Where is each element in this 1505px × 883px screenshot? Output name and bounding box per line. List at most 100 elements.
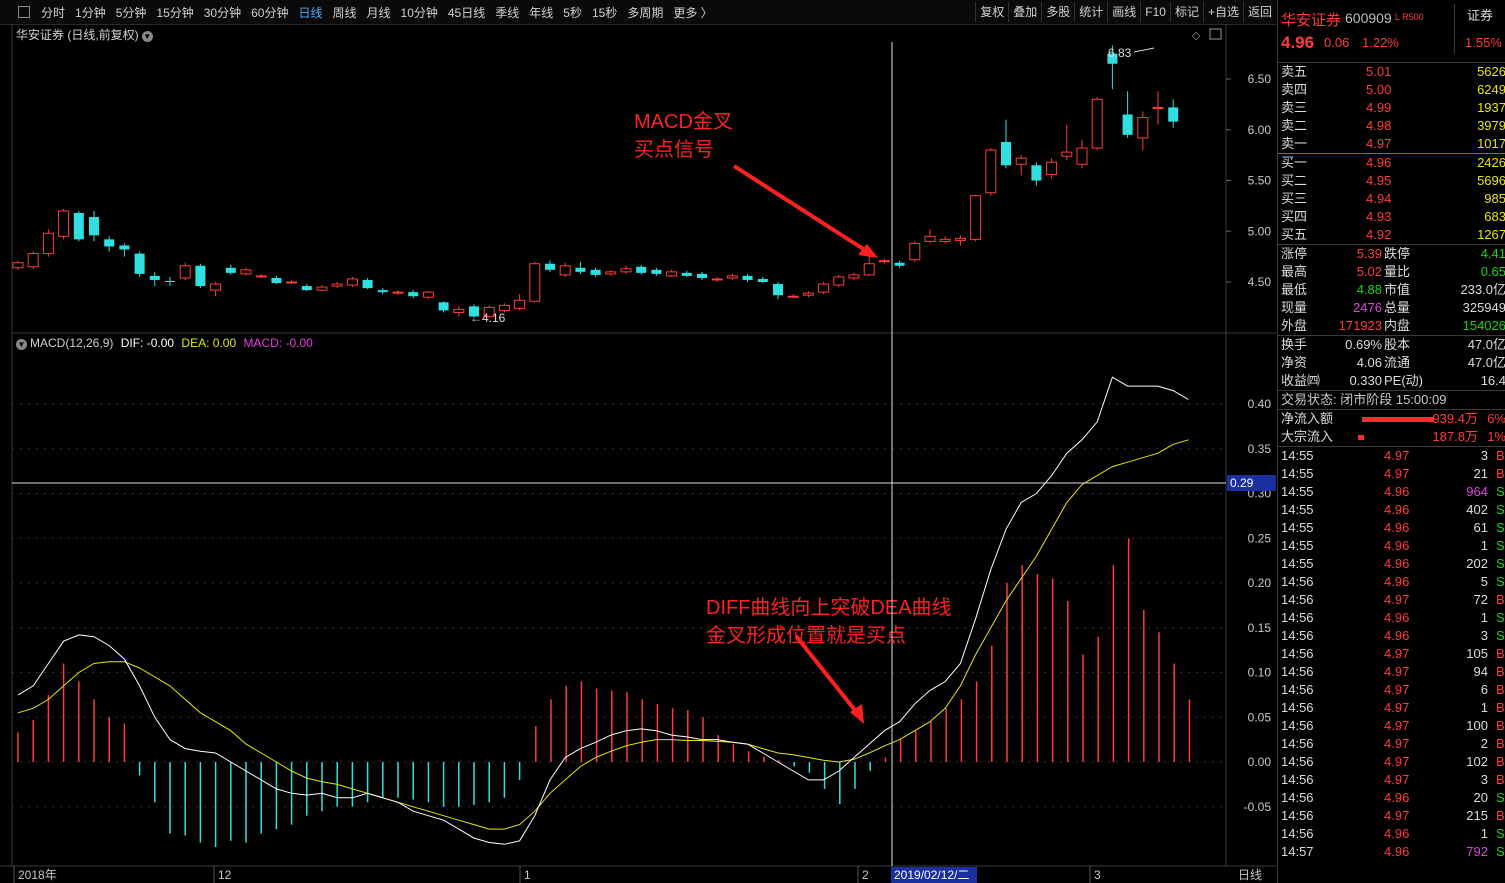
price-row: 4.96 0.06 1.22% 1.55%	[1278, 30, 1505, 56]
candle-body	[377, 290, 388, 293]
toolbar-action[interactable]: 标记	[1169, 2, 1203, 22]
candle-body	[726, 275, 738, 279]
tick-time: 14:55	[1281, 538, 1314, 553]
stat-label: PE(动)	[1384, 373, 1424, 388]
period-tab[interactable]: 1分钟	[75, 5, 106, 20]
price-axis-label: 6.00	[1248, 123, 1272, 137]
asks-row[interactable]: 卖二 4.98 3979	[1278, 117, 1505, 135]
date-axis-label: 1	[524, 868, 531, 882]
stat-label: 收益㈣	[1281, 373, 1321, 388]
period-tab[interactable]: 15秒	[591, 5, 618, 20]
candle-body	[301, 286, 312, 291]
candle-body	[179, 265, 191, 279]
period-button[interactable]: 日线	[1238, 868, 1262, 882]
toolbar-action[interactable]: F10	[1140, 2, 1170, 22]
sector-tag[interactable]: 证券	[1454, 4, 1505, 54]
period-tab[interactable]: 季线	[495, 5, 520, 20]
dif-line	[17, 376, 1189, 845]
period-tab[interactable]: 45日线	[447, 5, 486, 20]
tick-time: 14:56	[1281, 574, 1314, 589]
candle-body	[453, 308, 465, 313]
tick-side: S	[1496, 520, 1505, 535]
tick-price: 4.97	[1384, 682, 1410, 697]
toolbar-action[interactable]: 统计	[1074, 2, 1107, 22]
chevron-down-icon[interactable]: ▼	[16, 339, 27, 350]
tick-row: 14:56 4.96 5 S	[1278, 573, 1505, 591]
bids-row[interactable]: 买五 4.92 1267	[1278, 226, 1505, 244]
macd-axis-label: 0.05	[1248, 710, 1272, 724]
toolbar-action[interactable]: 叠加	[1008, 2, 1041, 22]
window-icon[interactable]	[1209, 28, 1222, 40]
period-tab[interactable]: 年线	[529, 5, 554, 20]
tick-volume: 3	[1480, 448, 1488, 463]
tick-price: 4.96	[1384, 628, 1410, 643]
tick-row: 14:56 4.97 105 B	[1278, 645, 1505, 663]
macd-label: MACD(12,26,9)	[30, 336, 114, 350]
tick-volume: 6	[1480, 682, 1488, 697]
cursor-date: 2019/02/12/二	[894, 868, 969, 882]
chevron-down-icon[interactable]: ▼	[141, 31, 153, 42]
stat-value: 0.65	[1480, 264, 1505, 279]
candle-body	[1107, 53, 1118, 64]
tick-price: 4.97	[1384, 448, 1410, 463]
stat-label: 市值	[1384, 282, 1411, 297]
macd-axis-label: -0.05	[1244, 800, 1272, 814]
asks-row[interactable]: 卖五 5.01 5626	[1278, 63, 1505, 81]
period-tab[interactable]: 15分钟	[156, 5, 194, 20]
period-tab[interactable]: 周线	[332, 5, 357, 20]
asks-row[interactable]: 卖三 4.99 1937	[1278, 99, 1505, 117]
stat-row: 净资 4.06 流通 47.0亿	[1278, 354, 1505, 372]
period-tab[interactable]: 更多 〉	[673, 5, 713, 20]
period-tab[interactable]: 30分钟	[203, 5, 242, 20]
stat-row: 最高 5.02 量比 0.65	[1278, 263, 1505, 281]
period-tab[interactable]: 5分钟	[115, 5, 147, 20]
candle-body	[545, 263, 555, 270]
annotation-arrowhead	[850, 704, 864, 724]
stat-value: 0.330	[1349, 373, 1382, 388]
period-tab[interactable]: 月线	[366, 5, 391, 20]
toolbar-action[interactable]: +自选	[1202, 2, 1243, 22]
candle-body	[559, 265, 571, 276]
period-tab[interactable]: 分时	[41, 5, 66, 20]
tick-volume: 5	[1480, 574, 1488, 589]
asks-row[interactable]: 卖一 4.97 1017	[1278, 135, 1505, 153]
toolbar-action[interactable]: 多股	[1041, 2, 1074, 22]
low-price-label: ←4.16	[470, 311, 506, 325]
bids-row[interactable]: 买三 4.94 985	[1278, 190, 1505, 208]
stat-value: 4.88	[1356, 282, 1382, 297]
period-tab[interactable]: 10分钟	[400, 5, 438, 20]
candle-body	[878, 260, 890, 263]
diamond-icon[interactable]: ◇	[1192, 30, 1201, 42]
tick-side: S	[1496, 574, 1505, 589]
period-tab[interactable]: 5秒	[563, 5, 582, 20]
period-tab[interactable]: 日线	[298, 5, 323, 20]
candle-body	[757, 278, 768, 282]
asks-label: 卖一	[1281, 136, 1308, 151]
candle-body	[210, 283, 222, 291]
tick-time: 14:56	[1281, 628, 1314, 643]
asks-row[interactable]: 卖四 5.00 6249	[1278, 81, 1505, 99]
kline-chart[interactable]: 6.506.005.505.004.500.400.350.300.250.20…	[0, 0, 1277, 883]
flow-row: 大宗流入 187.8万 1%	[1278, 428, 1505, 446]
bids-row[interactable]: 买一 4.96 2426	[1278, 154, 1505, 172]
candle-body	[818, 283, 830, 293]
macd-axis-label: 0.15	[1248, 621, 1272, 635]
tick-side: S	[1496, 790, 1505, 805]
toolbar-action[interactable]: 返回	[1242, 2, 1276, 22]
price-axis-label: 5.50	[1248, 174, 1272, 188]
period-tab[interactable]: 多周期	[627, 5, 664, 20]
bids-row[interactable]: 买二 4.95 5696	[1278, 172, 1505, 190]
tick-row: 14:55 4.96 61 S	[1278, 519, 1505, 537]
candle-body	[863, 263, 875, 276]
trade-status: 交易状态: 闭市阶段 15:00:09	[1278, 390, 1505, 409]
bids-row[interactable]: 买四 4.93 683	[1278, 208, 1505, 226]
layout-icon[interactable]	[18, 6, 30, 18]
tick-volume: 1	[1480, 826, 1488, 841]
toolbar-action[interactable]: 复权	[975, 2, 1008, 22]
candle-body	[362, 279, 373, 289]
crosshair-value: 0.29	[1230, 476, 1254, 490]
toolbar-action[interactable]: 画线	[1107, 2, 1140, 22]
period-tab[interactable]: 60分钟	[251, 5, 289, 20]
candle-body	[483, 306, 495, 318]
fund-flows: 净流入额 939.4万 6% 大宗流入 187.8万 1%	[1278, 409, 1505, 446]
